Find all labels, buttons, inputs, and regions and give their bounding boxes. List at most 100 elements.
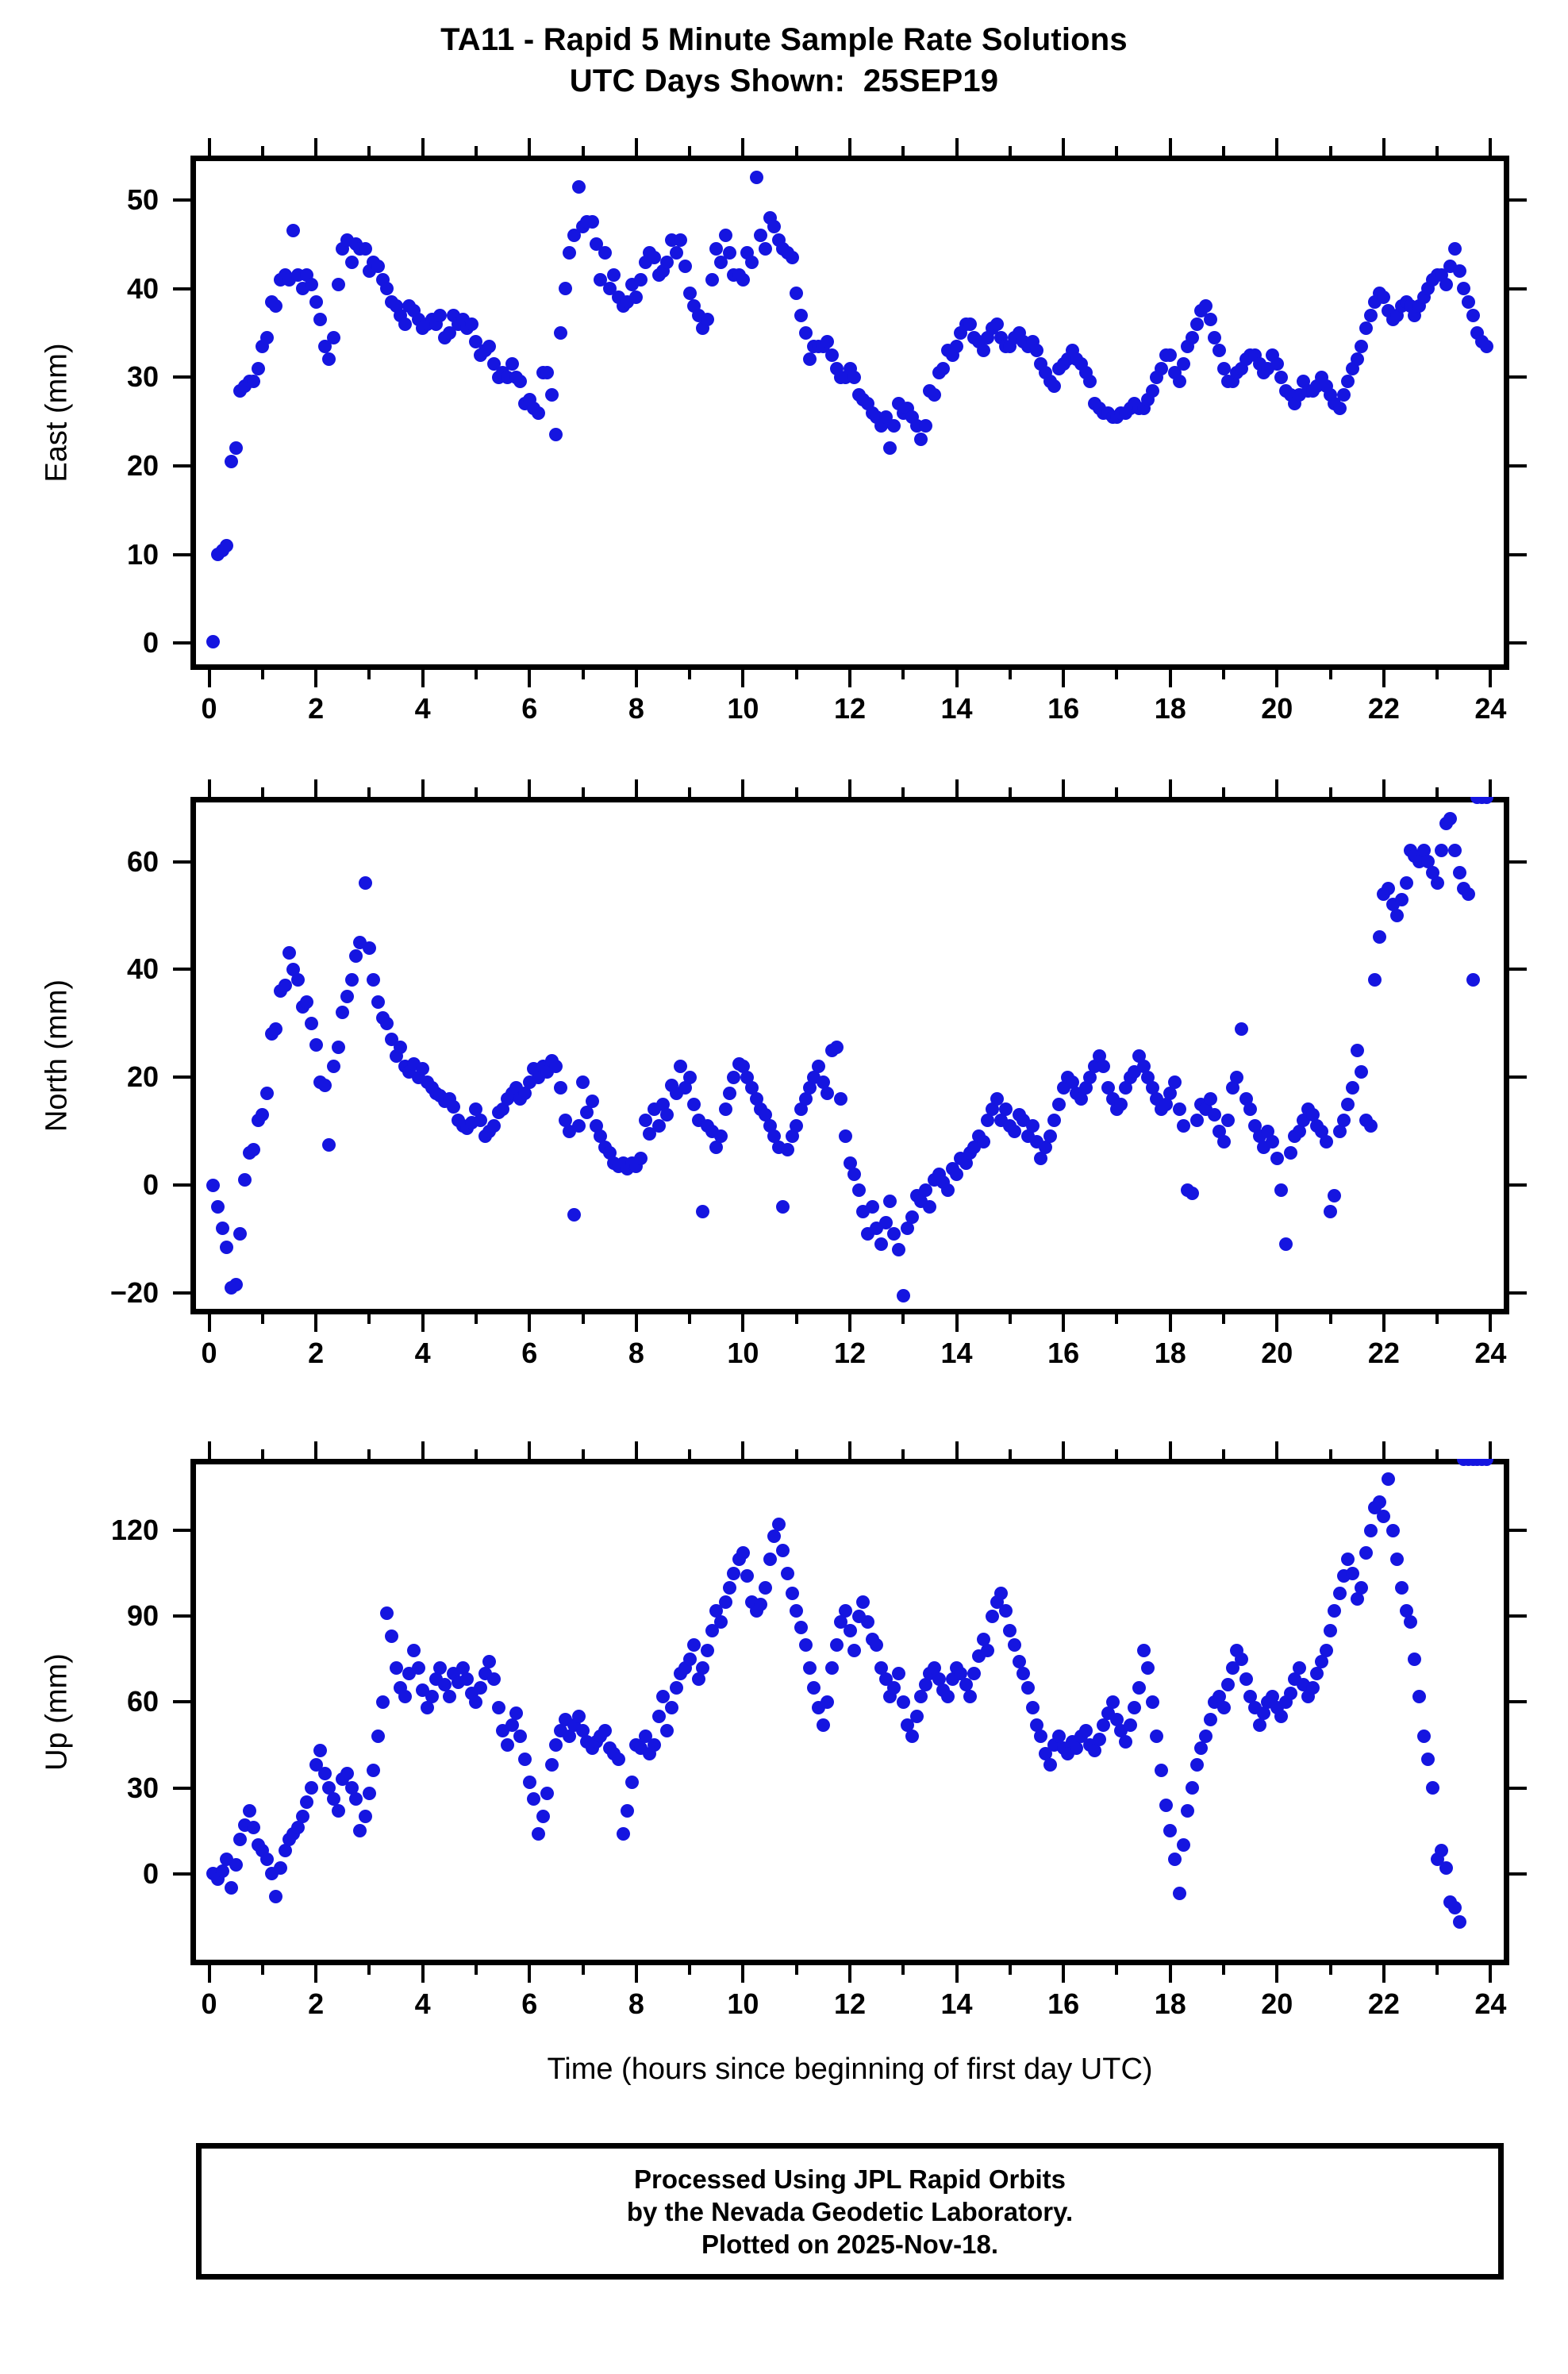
data-point [776,1199,790,1214]
x-major-tick [1168,670,1172,687]
data-point [278,979,292,993]
x-major-tick [1275,138,1279,156]
data-point [998,1102,1013,1117]
data-point [594,1129,608,1144]
data-point [1270,357,1284,371]
data-point [385,1629,399,1643]
data-point [482,1655,497,1669]
data-point [291,973,306,987]
footer-credit-box: Processed Using JPL Rapid Orbits by the … [196,2143,1504,2280]
x-minor-tick [367,670,371,679]
data-point [759,1108,773,1122]
data-point [1114,1097,1128,1111]
x-minor-tick [260,1965,264,1975]
data-point [718,1595,732,1609]
data-point [1199,1730,1213,1744]
data-point [674,233,688,247]
data-point [1439,277,1454,291]
x-minor-tick [1008,1314,1012,1324]
footer-line-1: Processed Using JPL Rapid Orbits [633,2164,1066,2194]
x-major-tick [1489,670,1493,687]
x-minor-tick [1008,670,1012,679]
data-point [803,1081,817,1095]
data-point [282,946,296,960]
x-major-tick [314,779,318,797]
data-point [509,1706,523,1721]
data-point [393,1041,407,1055]
x-major-tick [1275,670,1279,687]
x-major-tick [1489,779,1493,797]
data-point [540,1787,554,1801]
data-point [669,1680,683,1695]
data-point [1097,1060,1111,1074]
data-point [1159,1798,1173,1812]
x-minor-tick [1435,1449,1439,1459]
data-point [607,268,621,283]
data-point [1341,1552,1355,1566]
data-point [1140,1070,1155,1084]
data-point [950,1167,964,1181]
data-point [892,1666,906,1680]
data-point [442,1689,456,1703]
x-major-tick [955,670,959,687]
x-minor-tick [581,146,585,156]
data-point [1078,1081,1093,1095]
data-point [362,1787,376,1801]
y-major-tick [173,968,190,972]
y-major-tick [1509,1183,1527,1187]
data-point [344,255,359,269]
data-point [1225,1081,1239,1095]
x-major-tick [1062,670,1066,687]
data-point [1341,375,1355,389]
x-major-tick [741,670,745,687]
data-point [1355,1580,1369,1595]
data-point [326,1792,340,1806]
x-tick-label: 22 [1367,692,1400,725]
data-point [291,1821,306,1835]
data-point [1247,1118,1262,1133]
data-point [745,255,759,269]
data-point [259,1853,274,1867]
data-point [1479,1459,1493,1466]
data-point [406,1644,421,1657]
y-major-tick [1509,1075,1527,1079]
data-point [1447,1901,1462,1915]
x-major-tick [1062,1965,1066,1983]
data-point [602,1145,617,1160]
x-tick-label: 6 [521,692,538,725]
data-point [927,388,941,402]
data-point [790,1118,804,1133]
y-major-tick [1509,1700,1527,1704]
x-tick-label: 24 [1474,692,1507,725]
data-point [682,1070,697,1084]
data-point [1234,1022,1248,1036]
x-minor-tick [367,1314,371,1324]
plot-area-east [190,156,1509,670]
data-point [1189,1114,1204,1127]
data-point [843,1623,857,1637]
data-point [829,1637,844,1652]
data-point [1359,1546,1374,1560]
x-major-tick [634,779,638,797]
x-minor-tick [901,146,905,156]
data-point [643,1126,657,1141]
data-point [1256,1706,1270,1721]
data-point [286,962,301,976]
y-major-tick [1509,860,1527,864]
data-point [963,1689,977,1703]
x-tick-label: 14 [940,1987,973,2020]
x-minor-tick [794,1449,798,1459]
x-minor-tick [688,1314,692,1324]
x-minor-tick [260,670,264,679]
data-point [433,308,448,322]
data-point [545,1758,559,1772]
x-minor-tick [1328,1965,1332,1975]
data-point [723,246,737,260]
data-point [1457,282,1471,296]
data-point [1017,1666,1031,1680]
data-point [367,973,381,987]
x-minor-tick [367,1965,371,1975]
plot-panel-up: 0 2 4 6 8 10 12 14 16 18 20 22 24 0 30 60 90 120 Up (mm) [40,1441,1527,2020]
data-point [286,224,301,238]
